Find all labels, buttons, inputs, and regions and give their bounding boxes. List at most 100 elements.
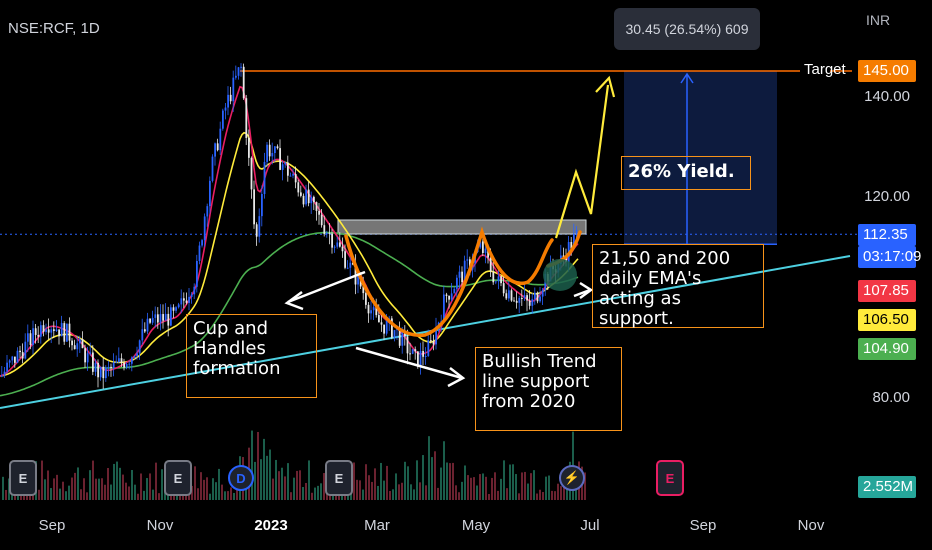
candle-body xyxy=(461,271,463,283)
volume-bar xyxy=(479,474,481,500)
volume-bar xyxy=(440,467,442,500)
candle-body xyxy=(151,317,154,323)
candle-body xyxy=(172,307,175,311)
candle-body xyxy=(89,352,92,354)
earnings-event-icon[interactable]: E xyxy=(9,460,37,496)
projected-arrow-head xyxy=(595,75,616,98)
volume-bar xyxy=(449,463,451,500)
volume-bar xyxy=(311,492,313,500)
volume-bar xyxy=(398,484,400,500)
candle-body xyxy=(157,314,159,323)
candle-body xyxy=(63,323,66,342)
volume-bar xyxy=(302,486,304,500)
earnings-event-icon[interactable]: E xyxy=(164,460,192,496)
candle-body xyxy=(344,251,346,268)
candle-body xyxy=(250,157,253,190)
candle-body xyxy=(528,300,531,306)
candle-body xyxy=(268,144,271,157)
volume-bar xyxy=(380,462,382,500)
candle-body xyxy=(562,255,565,258)
volume-bar xyxy=(557,483,559,500)
bullish-trendline xyxy=(0,255,851,409)
volume-bar xyxy=(62,481,64,500)
time-tick: May xyxy=(461,517,491,534)
measure-tooltip: 30.45 (26.54%) 609 xyxy=(614,8,760,50)
volume-bar xyxy=(323,473,325,500)
volume-bar xyxy=(386,465,388,500)
countdown-tag: 03:17:09 xyxy=(858,246,921,268)
volume-bar xyxy=(518,493,520,500)
candle-body xyxy=(34,328,37,335)
cup-handle-note[interactable]: Cup and Handles formation xyxy=(186,314,317,398)
volume-bar xyxy=(92,460,94,500)
candle-body xyxy=(86,353,89,363)
candle-body xyxy=(92,352,94,372)
candle-body xyxy=(107,366,110,368)
candle-body xyxy=(66,323,68,342)
candle-body xyxy=(97,362,99,378)
split-event-icon[interactable]: ⚡ xyxy=(559,465,585,491)
volume-bar xyxy=(308,460,310,500)
candle-body xyxy=(502,283,505,294)
volume-bar xyxy=(527,483,529,500)
candle-body xyxy=(279,148,281,170)
volume-bar xyxy=(233,492,235,500)
dividend-event-icon[interactable]: D xyxy=(228,465,254,491)
candle-body xyxy=(417,351,419,367)
ema200-tag: 107.85 xyxy=(858,280,916,302)
volume-bar xyxy=(458,492,460,500)
volume-bar xyxy=(2,476,4,500)
volume-bar xyxy=(140,473,142,500)
yield-note[interactable]: 26% Yield. xyxy=(621,156,751,190)
volume-bar xyxy=(44,479,46,500)
volume-bar xyxy=(218,468,220,500)
candle-body xyxy=(328,232,331,234)
candle-body xyxy=(541,290,544,297)
cup-handle-curve xyxy=(344,226,554,337)
candle-body xyxy=(227,94,229,108)
candle-body xyxy=(320,214,323,226)
candle-body xyxy=(513,300,515,302)
last-price-tag: 112.35 xyxy=(858,224,916,246)
upcoming-earnings-icon[interactable]: E xyxy=(656,460,684,496)
volume-bar xyxy=(257,431,259,500)
candle-body xyxy=(149,318,151,323)
candle-body xyxy=(131,357,133,364)
candle-body xyxy=(245,98,248,138)
volume-bar xyxy=(65,491,67,500)
volume-bar xyxy=(209,493,211,500)
ema-pointer-arrow-head xyxy=(579,281,594,300)
candle-body xyxy=(175,307,177,311)
trendline-pointer-arrow xyxy=(355,346,463,380)
candle-body xyxy=(141,329,144,341)
candle-body xyxy=(11,356,14,361)
volume-bar xyxy=(290,492,292,500)
candle-body xyxy=(110,366,112,368)
volume-bar xyxy=(485,476,487,500)
volume-bar xyxy=(89,470,91,500)
volume-bar xyxy=(158,493,160,500)
symbol-title[interactable]: NSE:RCF, 1D xyxy=(8,20,100,37)
earnings-event-icon[interactable]: E xyxy=(325,460,353,496)
candle-body xyxy=(164,313,167,321)
volume-bar xyxy=(536,493,538,500)
candle-body xyxy=(287,162,289,176)
volume-bar xyxy=(101,478,103,500)
candle-body xyxy=(128,363,131,365)
volume-tag: 2.552M xyxy=(858,476,916,498)
candle-body xyxy=(487,248,489,258)
trendline-note[interactable]: Bullish Trend line support from 2020 xyxy=(475,347,622,431)
candle-body xyxy=(573,233,575,249)
volume-bar xyxy=(50,488,52,500)
volume-bar xyxy=(488,493,490,500)
volume-bar xyxy=(383,480,385,500)
volume-bar xyxy=(272,478,274,500)
candle-body xyxy=(289,175,292,177)
volume-bar xyxy=(377,485,379,500)
volume-bar xyxy=(422,455,424,500)
candle-body xyxy=(190,294,193,297)
ema-support-note[interactable]: 21,50 and 200 daily EMA's acting as supp… xyxy=(592,244,764,329)
projected-price-path xyxy=(554,84,610,239)
candle-body xyxy=(6,362,8,372)
